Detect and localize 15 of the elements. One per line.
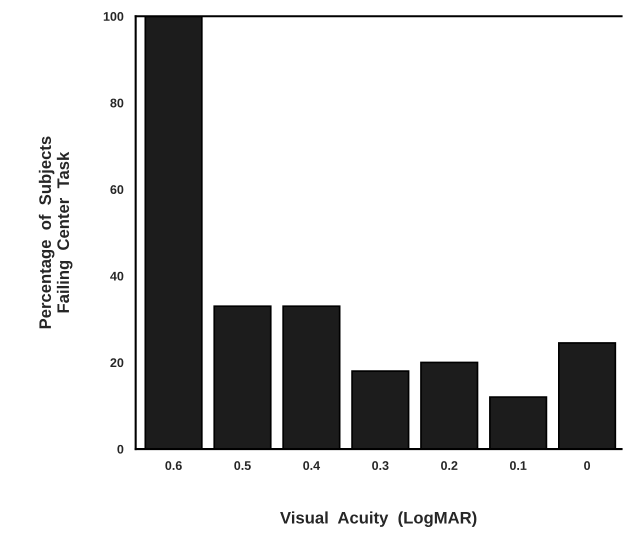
x-tick-label: 0.3 bbox=[372, 461, 389, 470]
x-axis-title: Visual Acuity (LogMAR) bbox=[280, 511, 476, 527]
y-tick-label: 0 bbox=[117, 444, 124, 454]
y-axis-title: Percentage of Subjects Failing Center Task bbox=[38, 136, 72, 328]
x-tick-label: 0 bbox=[584, 461, 590, 470]
y-tick-label: 40 bbox=[110, 272, 124, 281]
x-tick-label: 0.5 bbox=[234, 461, 251, 470]
y-tick-label: 20 bbox=[110, 358, 124, 368]
y-tick-label: 60 bbox=[110, 185, 124, 194]
x-tick-label: 0.1 bbox=[510, 461, 526, 470]
x-tick-label: 0.6 bbox=[165, 461, 182, 470]
y-tick-label: 100 bbox=[104, 12, 124, 21]
y-tick-label: 80 bbox=[110, 98, 124, 108]
x-tick-label: 0.4 bbox=[303, 461, 320, 470]
x-tick-label: 0.2 bbox=[441, 461, 458, 470]
